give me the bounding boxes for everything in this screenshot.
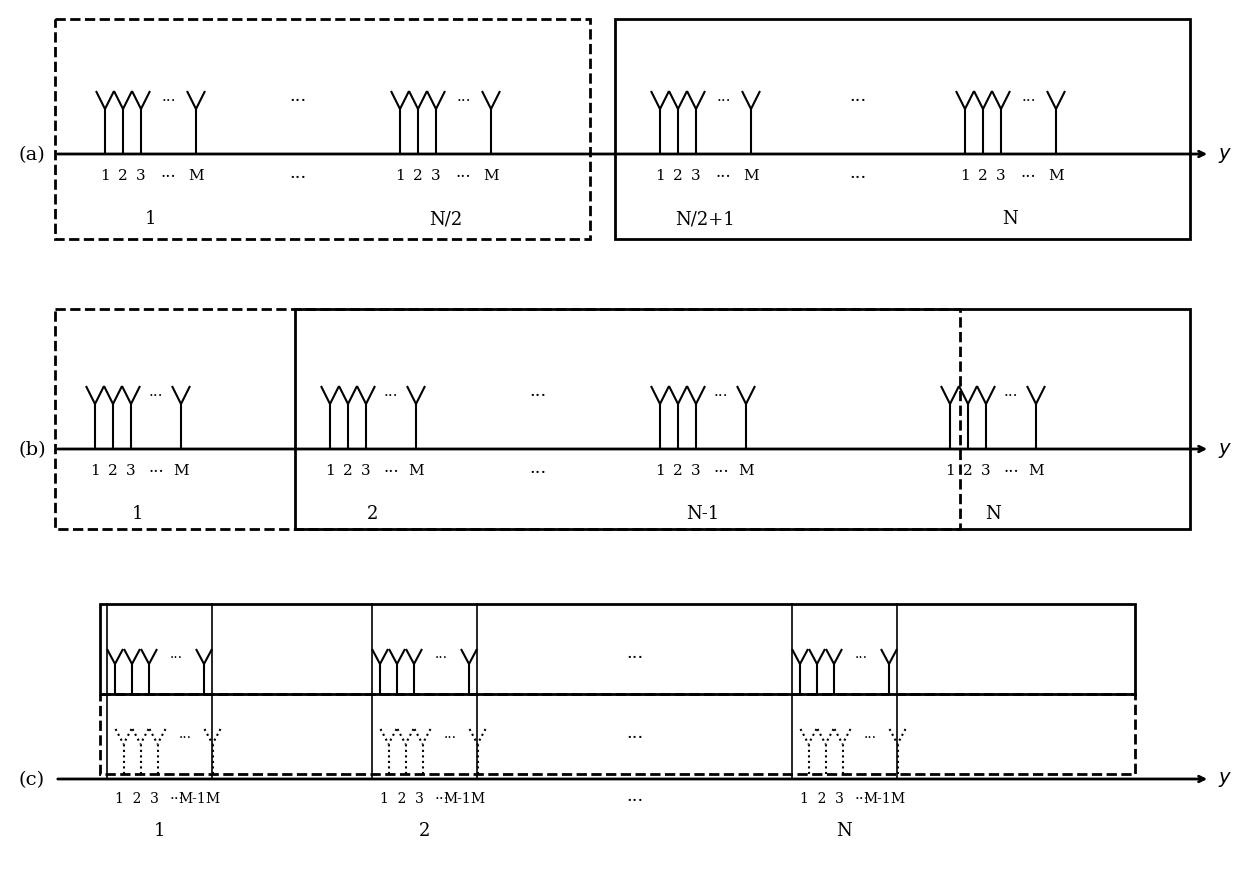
Text: 1: 1 — [655, 169, 665, 182]
Text: 3: 3 — [691, 463, 701, 477]
Text: ···: ··· — [1004, 463, 1018, 480]
Bar — [100, 695, 1135, 774]
Text: ···: ··· — [170, 791, 183, 805]
Text: M-1: M-1 — [444, 791, 471, 805]
Text: $y$: $y$ — [1218, 440, 1233, 459]
Text: 1: 1 — [100, 169, 110, 182]
Text: M: M — [890, 791, 904, 805]
Text: 1: 1 — [90, 463, 100, 477]
Text: M: M — [204, 791, 219, 805]
Text: 1: 1 — [325, 463, 335, 477]
Text: 3: 3 — [691, 169, 701, 182]
Text: ···: ··· — [626, 648, 643, 666]
Text: ···: ··· — [456, 169, 471, 186]
Text: 1: 1 — [395, 169, 405, 182]
Text: ···: ··· — [716, 169, 731, 186]
Text: ···: ··· — [290, 92, 306, 110]
Text: ···: ··· — [384, 389, 398, 402]
Text: 2: 2 — [367, 504, 379, 522]
Bar — [55, 309, 960, 529]
Text: M: M — [743, 169, 758, 182]
Text: 1: 1 — [154, 821, 165, 839]
Text: ···: ··· — [149, 463, 164, 480]
Text: M: M — [470, 791, 484, 805]
Text: ···: ··· — [161, 94, 176, 108]
Text: 3: 3 — [362, 463, 370, 477]
Text: N: N — [836, 821, 852, 839]
Text: 1  2  3: 1 2 3 — [800, 791, 844, 805]
Text: N/2+1: N/2+1 — [675, 210, 736, 228]
Text: ···: ··· — [529, 386, 546, 405]
Text: 1: 1 — [133, 504, 144, 522]
Text: ···: ··· — [170, 650, 183, 663]
Text: M: M — [738, 463, 753, 477]
Text: 2: 2 — [963, 463, 973, 477]
Text: (c): (c) — [19, 770, 45, 789]
Text: ···: ··· — [290, 169, 306, 187]
Text: N-1: N-1 — [686, 504, 720, 522]
Bar — [55, 20, 590, 240]
Text: 2: 2 — [413, 169, 422, 182]
Text: ···: ··· — [626, 728, 643, 746]
Text: M: M — [408, 463, 424, 477]
Text: ···: ··· — [864, 730, 876, 744]
Text: 3: 3 — [126, 463, 136, 477]
Text: M: M — [1048, 169, 1064, 182]
Text: ···: ··· — [444, 730, 456, 744]
Text: ···: ··· — [1004, 389, 1018, 402]
Text: (b): (b) — [19, 441, 46, 459]
Text: 2: 2 — [978, 169, 987, 182]
Text: $y$: $y$ — [1218, 770, 1233, 789]
Text: $y$: $y$ — [1218, 146, 1233, 164]
Text: 1: 1 — [145, 210, 156, 228]
Bar — [615, 20, 1189, 240]
Text: 1  2  3: 1 2 3 — [380, 791, 424, 805]
Text: 1: 1 — [960, 169, 970, 182]
Text: ···: ··· — [383, 463, 399, 480]
Text: 1  2  3: 1 2 3 — [115, 791, 159, 805]
Text: M-1: M-1 — [864, 791, 891, 805]
Text: ···: ··· — [456, 94, 471, 108]
Text: M-1: M-1 — [178, 791, 206, 805]
Text: 1: 1 — [945, 463, 955, 477]
Text: ···: ··· — [435, 650, 449, 663]
Text: N: N — [1002, 210, 1018, 228]
Text: ···: ··· — [161, 169, 176, 186]
Text: ···: ··· — [178, 730, 192, 744]
Text: 3: 3 — [981, 463, 991, 477]
Text: 2: 2 — [118, 169, 128, 182]
Text: 2: 2 — [673, 463, 683, 477]
Text: ···: ··· — [854, 791, 869, 805]
Text: 1: 1 — [655, 463, 665, 477]
Bar — [100, 604, 1135, 695]
Text: ···: ··· — [434, 791, 449, 805]
Text: 2: 2 — [108, 463, 118, 477]
Text: 2: 2 — [343, 463, 353, 477]
Text: M: M — [173, 463, 188, 477]
Text: M: M — [188, 169, 203, 182]
Text: ···: ··· — [855, 650, 869, 663]
Text: M: M — [1028, 463, 1043, 477]
Text: (a): (a) — [19, 146, 45, 164]
Text: ···: ··· — [714, 463, 729, 480]
Text: ···: ··· — [529, 463, 546, 482]
Text: 3: 3 — [136, 169, 146, 182]
Text: ···: ··· — [626, 791, 643, 809]
Text: N/2: N/2 — [429, 210, 462, 228]
Text: 2: 2 — [673, 169, 683, 182]
Bar — [295, 309, 1189, 529]
Text: ···: ··· — [149, 389, 164, 402]
Text: 2: 2 — [419, 821, 430, 839]
Text: ···: ··· — [1021, 169, 1036, 186]
Text: N: N — [985, 504, 1001, 522]
Text: 3: 3 — [431, 169, 441, 182]
Text: M: M — [483, 169, 499, 182]
Text: 3: 3 — [996, 169, 1006, 182]
Text: ···: ··· — [716, 94, 731, 108]
Text: ···: ··· — [850, 169, 866, 187]
Text: ···: ··· — [850, 92, 866, 110]
Text: ···: ··· — [714, 389, 729, 402]
Text: ···: ··· — [1021, 94, 1036, 108]
